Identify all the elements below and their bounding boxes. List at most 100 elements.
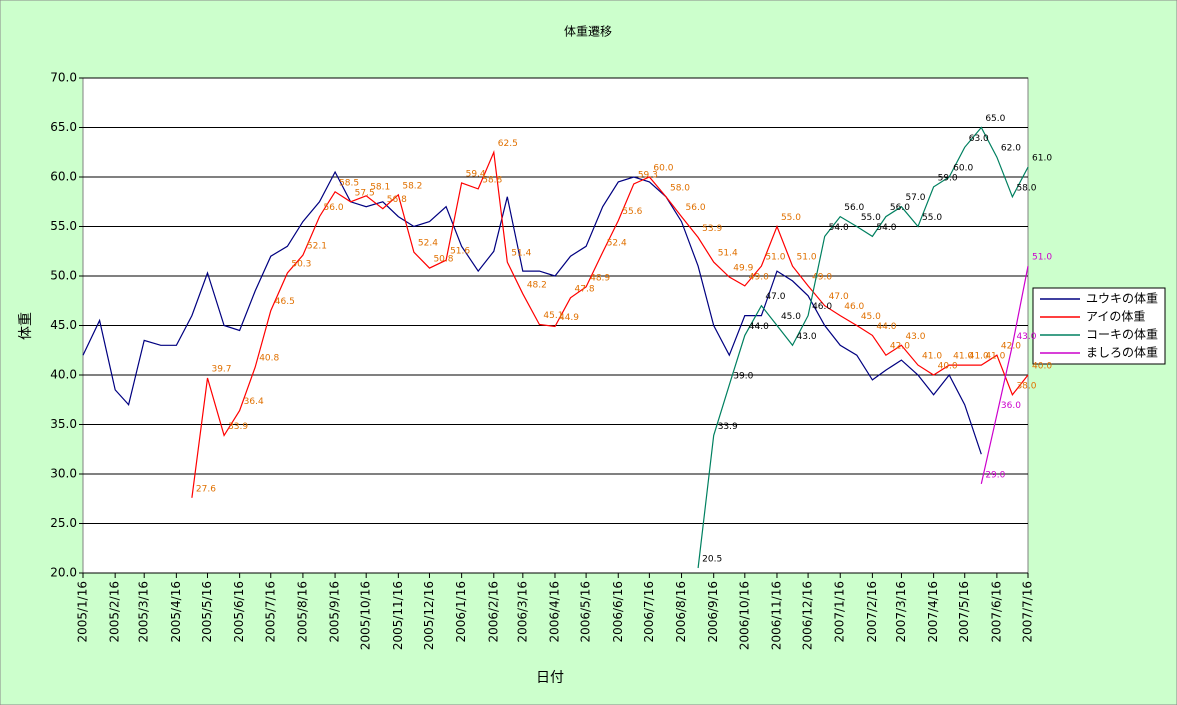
series-line — [980, 265, 1029, 485]
legend-box — [1032, 287, 1166, 365]
data-label: 47.0 — [829, 292, 849, 302]
data-label: 62.0 — [1001, 144, 1021, 154]
data-label: 27.6 — [196, 484, 216, 494]
x-tick-label: 2006/5/16 — [579, 581, 593, 643]
x-tick-label: 2005/5/16 — [200, 581, 214, 643]
data-label: 41.0 — [922, 352, 942, 362]
data-label: 46.0 — [844, 302, 864, 312]
data-label: 41.0 — [985, 352, 1005, 362]
x-tick-label: 2006/2/16 — [486, 581, 500, 643]
x-tick-label: 2006/6/16 — [611, 581, 625, 643]
data-label: 48.2 — [527, 280, 547, 290]
x-tick-label: 2007/3/16 — [894, 581, 908, 643]
x-tick-label: 2006/9/16 — [706, 581, 720, 643]
y-tick-label: 45.0 — [50, 318, 77, 332]
x-tick-label: 2006/12/16 — [801, 581, 815, 650]
data-label: 61.0 — [1032, 154, 1052, 164]
legend-label: ユウキの体重 — [1086, 292, 1158, 306]
data-label: 57.0 — [905, 193, 925, 203]
data-label: 60.0 — [953, 164, 973, 174]
data-label: 52.4 — [607, 239, 627, 249]
data-label: 58.8 — [482, 175, 502, 185]
data-label: 41.0 — [953, 352, 973, 362]
data-label: 58.2 — [402, 181, 422, 191]
data-label: 43.0 — [1016, 332, 1036, 342]
data-label: 49.0 — [749, 272, 769, 282]
x-tick-label: 2005/7/16 — [263, 581, 277, 643]
data-label: 51.0 — [797, 253, 817, 263]
data-label: 56.0 — [686, 203, 706, 213]
data-label: 56.8 — [387, 195, 407, 205]
data-label: 45.1 — [543, 311, 563, 321]
data-label: 36.4 — [244, 397, 264, 407]
legend-label: アイの体重 — [1086, 310, 1145, 324]
data-label: 55.6 — [622, 207, 642, 217]
x-tick-label: 2007/4/16 — [926, 581, 940, 643]
data-label: 50.3 — [291, 260, 311, 270]
data-label: 65.0 — [985, 114, 1005, 124]
y-tick-label: 25.0 — [50, 516, 77, 530]
x-tick-label: 2006/4/16 — [547, 581, 561, 643]
x-tick-label: 2006/7/16 — [642, 581, 656, 643]
data-label: 45.0 — [781, 312, 801, 322]
data-label: 33.9 — [228, 422, 248, 432]
x-tick-label: 2006/11/16 — [769, 581, 783, 650]
data-label: 58.0 — [670, 183, 690, 193]
x-tick-label: 2005/9/16 — [328, 581, 342, 643]
x-axis-label: 日付 — [536, 670, 564, 686]
x-tick-label: 2005/8/16 — [295, 581, 309, 643]
x-tick-label: 2005/2/16 — [108, 581, 122, 643]
data-label: 40.0 — [1032, 362, 1052, 372]
y-tick-label: 55.0 — [50, 219, 77, 233]
y-tick-label: 65.0 — [50, 120, 77, 134]
y-axis-label: 体重 — [18, 312, 34, 340]
data-label: 39.0 — [733, 371, 753, 381]
data-label: 33.9 — [718, 422, 738, 432]
data-label: 58.5 — [339, 178, 359, 188]
data-label: 42.0 — [890, 342, 910, 352]
series-line — [697, 126, 1029, 569]
data-label: 51.0 — [765, 253, 785, 263]
x-tick-label: 2005/4/16 — [169, 581, 183, 643]
x-tick-label: 2007/1/16 — [833, 581, 847, 643]
data-label: 63.0 — [969, 134, 989, 144]
data-label: 55.0 — [781, 213, 801, 223]
data-label: 49.9 — [733, 263, 753, 273]
data-label: 55.0 — [922, 213, 942, 223]
data-label: 59.0 — [938, 173, 958, 183]
x-tick-label: 2005/3/16 — [137, 581, 151, 643]
x-tick-label: 2006/10/16 — [737, 581, 751, 650]
y-tick-label: 70.0 — [50, 71, 77, 85]
x-tick-label: 2005/10/16 — [359, 581, 373, 650]
data-label: 56.0 — [844, 203, 864, 213]
x-tick-label: 2007/6/16 — [989, 581, 1003, 643]
data-label: 51.4 — [718, 249, 738, 259]
data-label: 36.0 — [1001, 401, 1021, 411]
data-label: 54.0 — [876, 223, 896, 233]
data-label: 47.8 — [575, 284, 595, 294]
data-label: 40.0 — [938, 362, 958, 372]
data-label: 54.0 — [829, 223, 849, 233]
data-label: 57.5 — [355, 188, 375, 198]
y-tick-label: 35.0 — [50, 417, 77, 431]
data-label: 20.5 — [702, 555, 722, 565]
y-tick-label: 40.0 — [50, 368, 77, 382]
data-label: 44.0 — [749, 322, 769, 332]
y-tick-label: 60.0 — [50, 170, 77, 184]
data-label: 41.0 — [969, 352, 989, 362]
data-label: 43.0 — [797, 332, 817, 342]
data-label: 46.0 — [812, 302, 832, 312]
series-line — [82, 170, 982, 455]
data-label: 49.0 — [812, 272, 832, 282]
data-label: 44.9 — [559, 313, 579, 323]
x-tick-label: 2006/8/16 — [674, 581, 688, 643]
data-label: 50.8 — [433, 255, 453, 265]
data-label: 60.0 — [653, 164, 673, 174]
data-label: 59.3 — [638, 170, 658, 180]
x-tick-label: 2005/6/16 — [232, 581, 246, 643]
data-label: 48.9 — [590, 273, 610, 283]
data-label: 38.0 — [1016, 381, 1036, 391]
data-label: 46.5 — [275, 297, 295, 307]
data-label: 42.0 — [1001, 342, 1021, 352]
